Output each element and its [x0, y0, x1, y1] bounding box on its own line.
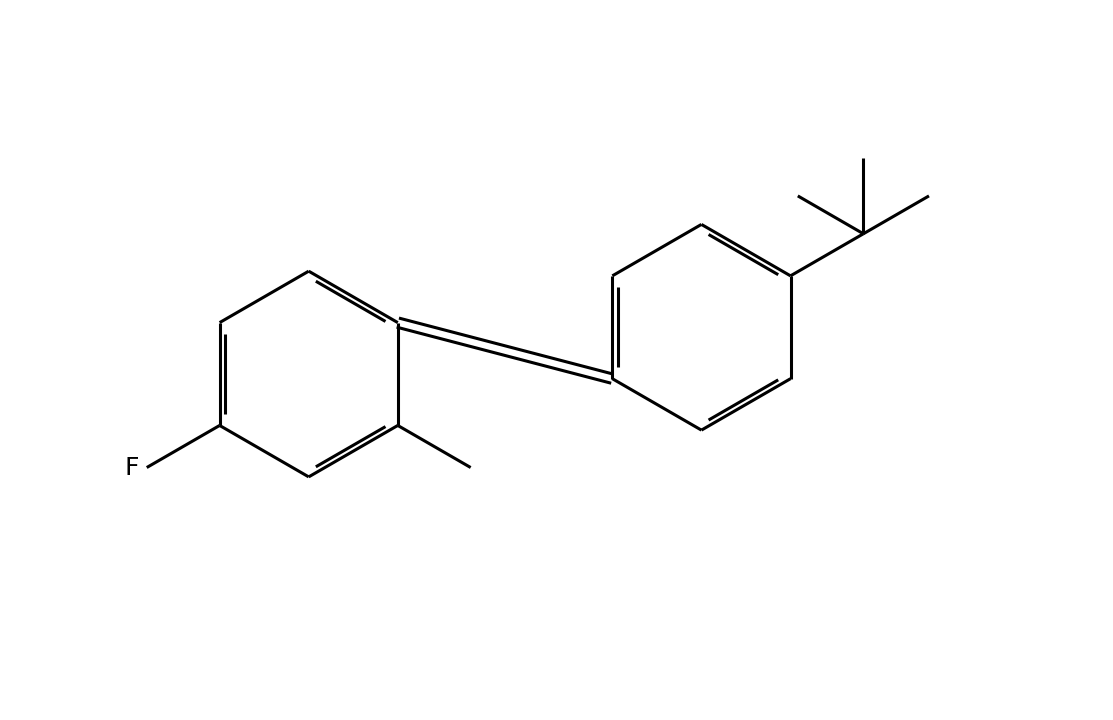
Text: F: F	[125, 456, 139, 480]
